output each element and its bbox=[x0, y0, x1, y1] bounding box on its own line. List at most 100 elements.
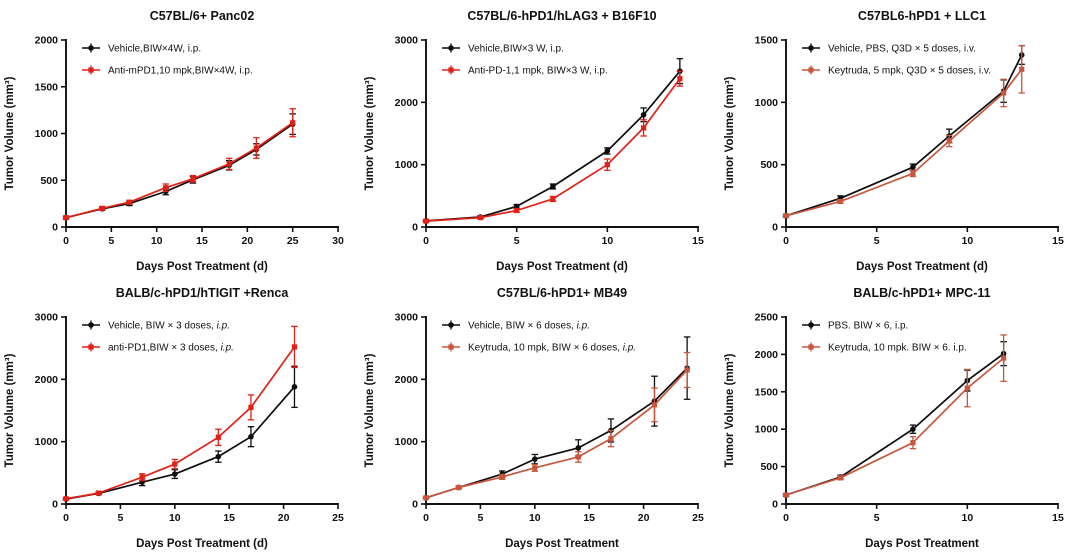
svg-text:0: 0 bbox=[412, 222, 418, 234]
legend-label: Vehicle, BIW × 3 doses, i.p. bbox=[108, 321, 230, 332]
legend-entry: Vehicle, PBS, Q3D × 5 doses, i.v. bbox=[802, 43, 976, 55]
legend-entry: anti-PD1,BIW × 3 doses, i.p. bbox=[82, 342, 234, 354]
svg-text:1000: 1000 bbox=[755, 97, 779, 109]
svg-text:25: 25 bbox=[692, 512, 704, 524]
chart-title: C57BL6-hPD1 + LLC1 bbox=[858, 9, 986, 23]
legend-label: Vehicle,BIW×3 W, i.p. bbox=[468, 44, 564, 55]
series-treatment bbox=[422, 351, 691, 501]
y-axis-ticks: 0 500 1000 1500 bbox=[755, 35, 786, 234]
svg-text:10: 10 bbox=[529, 512, 541, 524]
y-axis-ticks: 0 1000 2000 3000 bbox=[395, 35, 426, 234]
x-axis-ticks: 0 5 10 15 20 25 bbox=[423, 504, 704, 524]
svg-text:30: 30 bbox=[332, 235, 344, 247]
svg-text:5: 5 bbox=[477, 512, 483, 524]
svg-text:10: 10 bbox=[601, 235, 613, 247]
chart-title: C57BL/6-hPD1/hLAG3 + B16F10 bbox=[467, 9, 656, 23]
chart-svg: BALB/c-hPD1+ MPC-11 Tumor Volume (mm³) Day… bbox=[724, 286, 1064, 550]
svg-text:15: 15 bbox=[196, 235, 208, 247]
x-axis-ticks: 0 5 10 15 bbox=[423, 227, 704, 247]
chart-panel-llc1: C57BL6-hPD1 + LLC1 Tumor Volume (mm³) Days… bbox=[720, 0, 1080, 277]
svg-text:10: 10 bbox=[961, 512, 973, 524]
legend-label: Vehicle,BIW×4W, i.p. bbox=[108, 44, 201, 55]
legend-label: Anti-mPD1,10 mpk,BIW×4W, i.p. bbox=[108, 66, 253, 77]
legend-entry: Keytruda, 5 mpk, Q3D × 5 doses, i.v. bbox=[802, 65, 991, 77]
svg-text:5: 5 bbox=[514, 235, 520, 247]
x-axis-label: Days Post Treatment (d) bbox=[496, 261, 628, 273]
svg-text:15: 15 bbox=[583, 512, 595, 524]
svg-text:2000: 2000 bbox=[35, 374, 59, 386]
chart-svg: C57BL/6+ Panc02 Tumor Volume (mm³) Days Po… bbox=[4, 9, 344, 273]
chart-panel-b16f10: C57BL/6-hPD1/hLAG3 + B16F10 Tumor Volume … bbox=[360, 0, 720, 277]
svg-text:0: 0 bbox=[412, 499, 418, 511]
chart-svg: C57BL6-hPD1 + LLC1 Tumor Volume (mm³) Days… bbox=[724, 9, 1064, 273]
svg-text:0: 0 bbox=[423, 235, 429, 247]
svg-text:10: 10 bbox=[151, 235, 163, 247]
series-treatment bbox=[422, 70, 684, 224]
svg-text:2500: 2500 bbox=[755, 312, 779, 324]
y-axis-label: Tumor Volume (mm³) bbox=[364, 76, 376, 190]
svg-text:3000: 3000 bbox=[395, 312, 419, 324]
legend-label: Keytruda, 5 mpk, Q3D × 5 doses, i.v. bbox=[828, 66, 991, 77]
svg-text:5: 5 bbox=[874, 235, 880, 247]
svg-text:0: 0 bbox=[772, 222, 778, 234]
svg-text:20: 20 bbox=[278, 512, 290, 524]
x-axis-label: Days Post Treatment bbox=[505, 538, 619, 550]
y-axis-ticks: 0 500 1000 1500 2000 bbox=[35, 35, 66, 234]
svg-text:10: 10 bbox=[961, 235, 973, 247]
x-axis-label: Days Post Treatment (d) bbox=[136, 261, 268, 273]
svg-text:1500: 1500 bbox=[755, 386, 779, 398]
legend-label: Keytruda, 10 mpk, BIW × 6 doses, i.p. bbox=[468, 343, 636, 354]
svg-text:2000: 2000 bbox=[35, 35, 59, 47]
svg-text:0: 0 bbox=[423, 512, 429, 524]
svg-text:3000: 3000 bbox=[35, 312, 59, 324]
chart-title: C57BL/6-hPD1+ MB49 bbox=[497, 286, 627, 300]
svg-text:25: 25 bbox=[332, 512, 344, 524]
x-axis-ticks: 0 5 10 15 bbox=[783, 227, 1064, 247]
legend-label: Anti-PD-1,1 mpk, BIW×3 W, i.p. bbox=[468, 66, 608, 77]
svg-text:20: 20 bbox=[241, 235, 253, 247]
y-axis-label: Tumor Volume (mm³) bbox=[4, 76, 16, 190]
legend-label: Vehicle, BIW × 6 doses, i.p. bbox=[468, 321, 590, 332]
legend-entry: Anti-PD-1,1 mpk, BIW×3 W, i.p. bbox=[442, 65, 608, 77]
svg-text:1000: 1000 bbox=[395, 159, 419, 171]
svg-text:5: 5 bbox=[874, 512, 880, 524]
legend-entry: Vehicle, BIW × 3 doses, i.p. bbox=[82, 320, 230, 332]
chart-panel-mpc11: BALB/c-hPD1+ MPC-11 Tumor Volume (mm³) Day… bbox=[720, 277, 1080, 554]
svg-text:5: 5 bbox=[117, 512, 123, 524]
y-axis-label: Tumor Volume (mm³) bbox=[4, 353, 16, 467]
x-axis-ticks: 0 5 10 15 bbox=[783, 504, 1064, 524]
svg-text:25: 25 bbox=[287, 235, 299, 247]
chart-svg: C57BL/6-hPD1/hLAG3 + B16F10 Tumor Volume … bbox=[364, 9, 704, 273]
series-treatment bbox=[62, 325, 298, 502]
series-control bbox=[782, 341, 1007, 498]
x-axis-label: Days Post Treatment bbox=[865, 538, 979, 550]
y-axis-label: Tumor Volume (mm³) bbox=[724, 76, 736, 190]
svg-text:1500: 1500 bbox=[755, 35, 779, 47]
legend-label: Keytruda, 10 mpk. BIW × 6. i.p. bbox=[828, 343, 967, 354]
series-control bbox=[422, 336, 691, 501]
chart-title: C57BL/6+ Panc02 bbox=[150, 9, 255, 23]
svg-text:1000: 1000 bbox=[755, 424, 779, 436]
legend-entry: PBS. BIW × 6, i.p. bbox=[802, 320, 908, 332]
svg-text:1000: 1000 bbox=[35, 128, 59, 140]
legend-label: PBS. BIW × 6, i.p. bbox=[828, 321, 908, 332]
series-treatment bbox=[62, 108, 296, 221]
legend-label: anti-PD1,BIW × 3 doses, i.p. bbox=[108, 343, 234, 354]
svg-text:2000: 2000 bbox=[395, 97, 419, 109]
svg-text:2000: 2000 bbox=[755, 349, 779, 361]
x-axis-label: Days Post Treatment (d) bbox=[136, 538, 268, 550]
svg-text:10: 10 bbox=[169, 512, 181, 524]
chart-panel-panc02: C57BL/6+ Panc02 Tumor Volume (mm³) Days Po… bbox=[0, 0, 360, 277]
y-axis-ticks: 0 500 1000 1500 2000 2500 bbox=[755, 312, 786, 511]
svg-text:1000: 1000 bbox=[35, 436, 59, 448]
legend-entry: Keytruda, 10 mpk. BIW × 6. i.p. bbox=[802, 342, 967, 354]
y-axis-label: Tumor Volume (mm³) bbox=[364, 353, 376, 467]
svg-text:2000: 2000 bbox=[395, 374, 419, 386]
chart-title: BALB/c-hPD1+ MPC-11 bbox=[853, 286, 990, 300]
svg-text:0: 0 bbox=[63, 235, 69, 247]
x-axis-ticks: 0 5 10 15 20 25 bbox=[63, 504, 344, 524]
svg-text:500: 500 bbox=[760, 159, 778, 171]
svg-text:15: 15 bbox=[692, 235, 704, 247]
legend-entry: Anti-mPD1,10 mpk,BIW×4W, i.p. bbox=[82, 65, 253, 77]
